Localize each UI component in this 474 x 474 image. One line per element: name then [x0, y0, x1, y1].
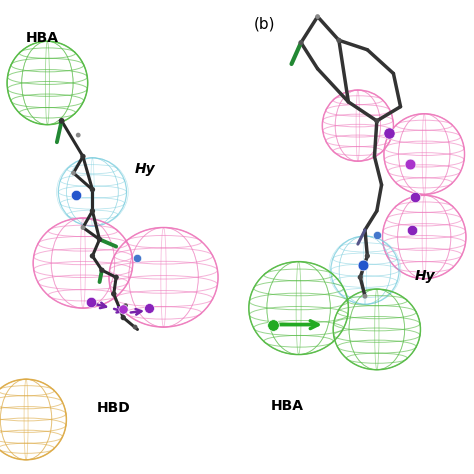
Point [110, 290, 118, 298]
Point [314, 13, 321, 20]
Point [58, 117, 65, 125]
Text: Hy: Hy [415, 269, 436, 283]
Point [89, 207, 96, 215]
Point [409, 226, 416, 234]
Point [79, 224, 87, 231]
Text: HBD: HBD [97, 401, 131, 415]
Point [146, 304, 153, 312]
Text: HBA: HBA [26, 31, 59, 45]
Point [112, 273, 120, 281]
Point [373, 231, 381, 238]
Text: (b): (b) [254, 17, 275, 32]
Point [297, 39, 305, 46]
Point [70, 169, 77, 177]
Point [356, 273, 364, 281]
Point [364, 252, 371, 260]
Point [406, 160, 414, 167]
Text: Hy: Hy [135, 162, 156, 176]
Point [385, 129, 392, 137]
Point [79, 153, 87, 160]
Point [131, 323, 139, 331]
Point [98, 266, 106, 274]
Point [96, 236, 103, 243]
Point [359, 262, 366, 269]
Point [122, 302, 129, 310]
Point [411, 193, 419, 201]
Point [373, 117, 381, 125]
Point [89, 186, 96, 193]
Point [89, 252, 96, 260]
Point [335, 36, 343, 44]
Point [361, 292, 369, 300]
Point [119, 305, 127, 313]
Point [119, 314, 127, 321]
Point [72, 191, 80, 199]
Text: HBA: HBA [270, 399, 303, 413]
Point [134, 255, 141, 262]
Point [74, 131, 82, 139]
Point [269, 321, 276, 328]
Point [87, 299, 95, 306]
